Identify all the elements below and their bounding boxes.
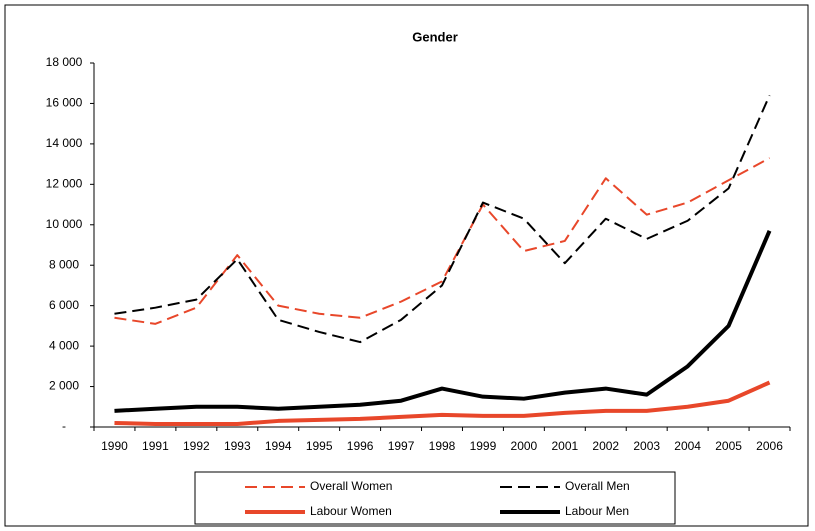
x-tick-label: 2003 xyxy=(633,439,660,453)
x-tick-label: 1997 xyxy=(388,439,415,453)
y-tick-label: 10 000 xyxy=(46,217,83,231)
x-tick-label: 2005 xyxy=(715,439,742,453)
x-tick-label: 2004 xyxy=(674,439,701,453)
series-line xyxy=(114,230,772,413)
x-tick-label: 2002 xyxy=(592,439,619,453)
series-line xyxy=(114,94,771,344)
x-tick-label: 1993 xyxy=(224,439,251,453)
y-tick-label: 14 000 xyxy=(46,136,83,150)
x-tick-label: 1992 xyxy=(183,439,210,453)
y-tick-label: 8 000 xyxy=(49,257,79,271)
chart-frame xyxy=(4,4,809,527)
x-tick-label: 1996 xyxy=(347,439,374,453)
y-tick-label: 4 000 xyxy=(49,338,79,352)
y-tick-label: 6 000 xyxy=(49,298,79,312)
legend-box xyxy=(194,471,676,525)
series-line xyxy=(114,380,771,426)
x-tick-label: 1999 xyxy=(470,439,497,453)
x-tick-label: 1990 xyxy=(101,439,128,453)
legend-label: Labour Men xyxy=(565,504,629,518)
y-tick-label: 12 000 xyxy=(46,177,83,191)
y-tick-label: - xyxy=(62,419,66,433)
x-tick-label: 1995 xyxy=(306,439,333,453)
legend-label: Overall Women xyxy=(310,479,392,493)
x-tick-label: 2006 xyxy=(756,439,783,453)
series-line xyxy=(114,157,771,325)
chart-title: Gender xyxy=(412,29,458,44)
x-tick-label: 2001 xyxy=(551,439,578,453)
x-tick-label: 1998 xyxy=(429,439,456,453)
legend-label: Labour Women xyxy=(310,504,392,518)
x-tick-label: 1991 xyxy=(142,439,169,453)
y-tick-label: 2 000 xyxy=(49,379,79,393)
y-tick-label: 16 000 xyxy=(46,96,83,110)
y-tick-label: 18 000 xyxy=(46,55,83,69)
x-tick-label: 1994 xyxy=(265,439,292,453)
x-tick-label: 2000 xyxy=(511,439,538,453)
legend-label: Overall Men xyxy=(565,479,630,493)
